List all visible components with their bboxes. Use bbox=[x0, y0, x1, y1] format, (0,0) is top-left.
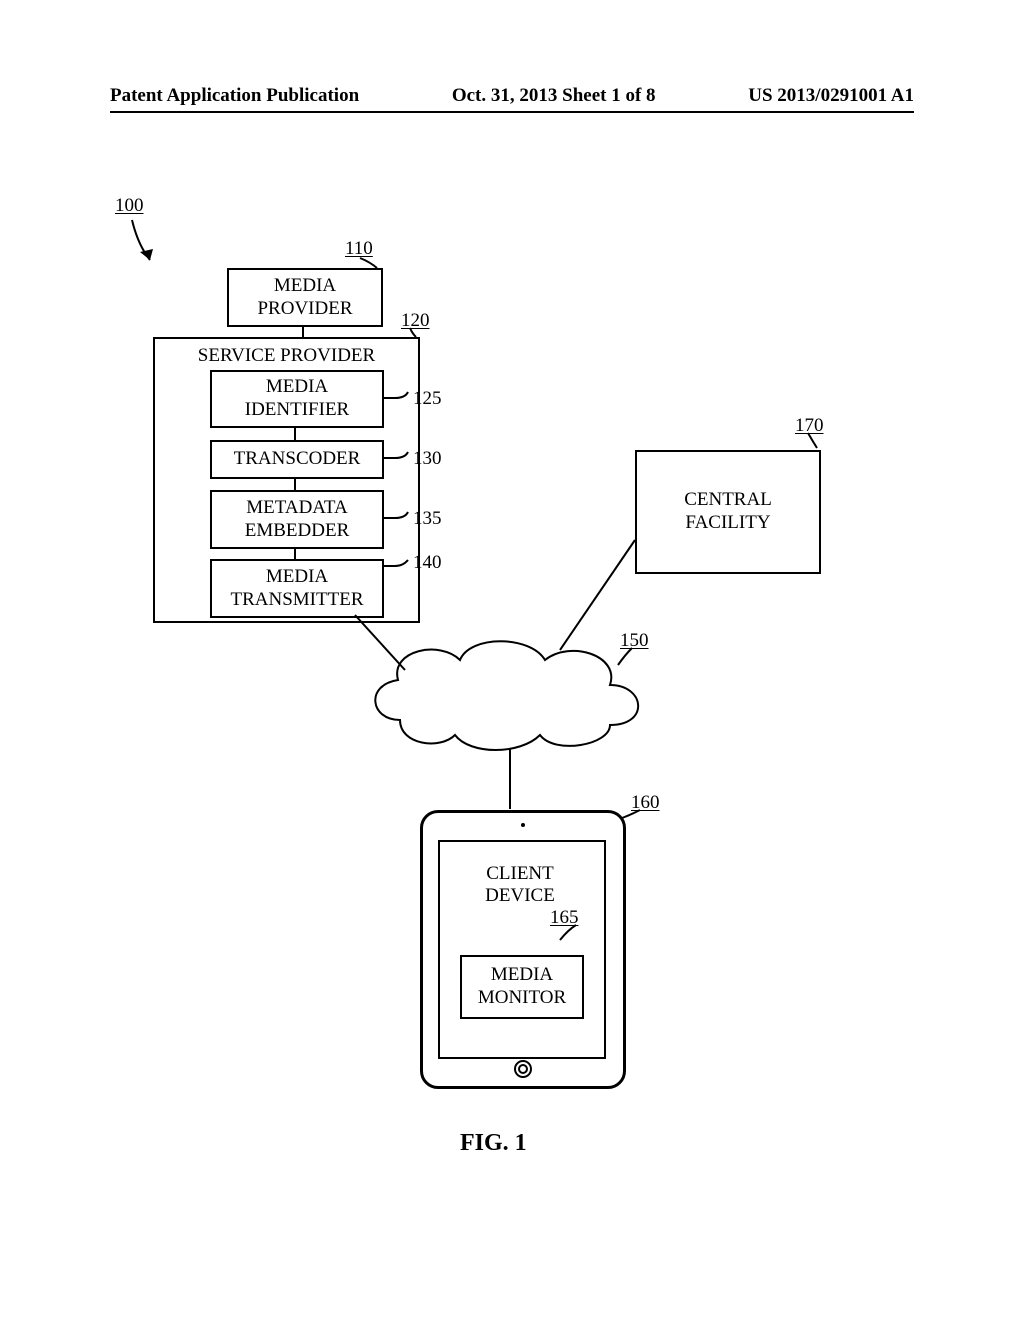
label-network: NETWORK bbox=[460, 687, 555, 709]
figure-caption: FIG. 1 bbox=[460, 1130, 527, 1157]
box-media-transmitter: MEDIA TRANSMITTER bbox=[210, 559, 384, 618]
header-middle: Oct. 31, 2013 Sheet 1 of 8 bbox=[452, 85, 656, 107]
ref-170: 170 bbox=[795, 415, 824, 437]
ref-165: 165 bbox=[550, 907, 579, 929]
box-media-identifier: MEDIA IDENTIFIER bbox=[210, 370, 384, 428]
box-central-facility: CENTRAL FACILITY bbox=[635, 450, 821, 574]
box-media-provider: MEDIA PROVIDER bbox=[227, 268, 383, 327]
ref-110: 110 bbox=[345, 238, 373, 260]
figure-1-diagram: 100 MEDIA PROVIDER 110 SERVICE PROVIDER … bbox=[0, 160, 1024, 1160]
ref-160: 160 bbox=[631, 792, 660, 814]
ref-140: 140 bbox=[413, 552, 442, 574]
ref-125: 125 bbox=[413, 388, 442, 410]
ref-150: 150 bbox=[620, 630, 649, 652]
box-transcoder: TRANSCODER bbox=[210, 440, 384, 479]
box-media-monitor: MEDIA MONITOR bbox=[460, 955, 584, 1019]
tablet-home-button-icon bbox=[514, 1060, 532, 1078]
page-header: Patent Application Publication Oct. 31, … bbox=[110, 85, 914, 113]
ref-120: 120 bbox=[401, 310, 430, 332]
ref-130: 130 bbox=[413, 448, 442, 470]
header-right: US 2013/0291001 A1 bbox=[748, 85, 914, 107]
box-metadata-embedder: METADATA EMBEDDER bbox=[210, 490, 384, 549]
ref-100: 100 bbox=[115, 195, 144, 217]
ref-135: 135 bbox=[413, 508, 442, 530]
label-client-device: CLIENT DEVICE bbox=[485, 863, 555, 907]
header-left: Patent Application Publication bbox=[110, 85, 359, 107]
tablet-camera-icon bbox=[521, 823, 525, 827]
